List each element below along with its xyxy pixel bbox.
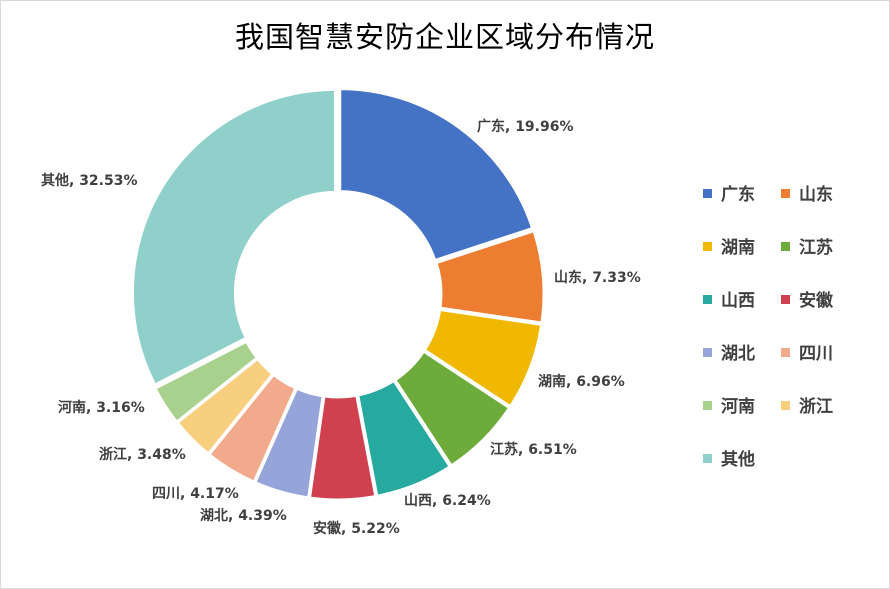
legend-item-湖南: 湖南 <box>703 237 755 259</box>
legend-item-河南: 河南 <box>703 396 755 418</box>
legend-item-湖北: 湖北 <box>703 343 755 365</box>
legend-swatch <box>703 241 712 251</box>
data-label-山东: 山东, 7.33% <box>554 269 641 286</box>
legend-swatch <box>703 188 712 198</box>
legend-label: 其他 <box>721 450 755 470</box>
data-label-浙江: 浙江, 3.48% <box>99 446 186 463</box>
data-label-四川: 四川, 4.17% <box>152 486 239 502</box>
legend-label: 河南 <box>721 397 755 417</box>
legend-item-安徽: 安徽 <box>781 290 833 312</box>
legend-label: 江苏 <box>799 238 833 258</box>
legend-item-其他: 其他 <box>703 449 755 471</box>
legend-swatch <box>703 347 712 357</box>
slice-河南 <box>153 339 259 424</box>
legend-item-广东: 广东 <box>703 184 755 206</box>
legend-swatch <box>703 294 712 304</box>
chart-title: 我国智慧安防企业区域分布情况 <box>234 20 655 54</box>
legend-item-四川: 四川 <box>781 343 833 365</box>
legend-label: 浙江 <box>799 397 833 417</box>
data-label-湖南: 湖南, 6.96% <box>538 373 625 390</box>
data-label-河南: 河南, 3.16% <box>58 399 145 416</box>
legend-item-山东: 山东 <box>781 184 833 206</box>
legend-label: 湖北 <box>721 344 755 364</box>
legend-swatch <box>703 400 712 410</box>
legend-label: 山东 <box>799 185 833 205</box>
legend-swatch <box>781 188 790 198</box>
legend-label: 山西 <box>721 291 755 311</box>
legend-label: 安徽 <box>799 291 833 311</box>
data-label-广东: 广东, 19.96% <box>477 118 574 135</box>
legend-label: 广东 <box>721 185 755 205</box>
slice-广东 <box>338 87 535 262</box>
data-label-湖北: 湖北, 4.39% <box>200 508 287 524</box>
legend-item-浙江: 浙江 <box>781 396 833 418</box>
legend-label: 湖南 <box>721 238 755 258</box>
legend-swatch <box>781 241 790 251</box>
slice-其他 <box>130 87 337 387</box>
legend-swatch <box>703 453 712 463</box>
data-label-其他: 其他, 32.53% <box>41 172 138 189</box>
legend-item-山西: 山西 <box>703 290 755 312</box>
legend-swatch <box>781 400 790 410</box>
data-label-山西: 山西, 6.24% <box>404 493 491 509</box>
data-label-江苏: 江苏, 6.51% <box>490 441 577 458</box>
legend-swatch <box>781 347 790 357</box>
legend-label: 四川 <box>799 344 833 364</box>
legend-item-江苏: 江苏 <box>781 237 833 259</box>
legend-swatch <box>781 294 790 304</box>
data-label-安徽: 安徽, 5.22% <box>313 520 400 537</box>
